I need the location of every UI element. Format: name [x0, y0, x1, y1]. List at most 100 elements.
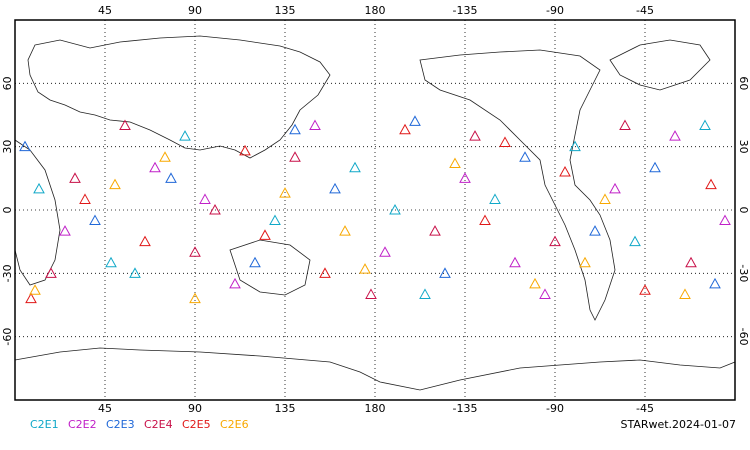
coastline — [229, 239, 311, 296]
x-tick-label: -90 — [546, 402, 564, 415]
coastline — [419, 49, 616, 321]
data-point — [109, 178, 121, 190]
data-point — [489, 193, 501, 204]
data-point — [69, 172, 81, 183]
data-point — [399, 123, 411, 135]
x-tick-label: 45 — [98, 4, 112, 17]
x-tick-label: 90 — [188, 402, 202, 415]
annotation: STARwet.2024-01-07 — [620, 418, 736, 431]
data-point — [119, 119, 131, 131]
x-tick-label: -135 — [453, 402, 478, 415]
data-point — [619, 119, 631, 131]
plot — [15, 20, 735, 400]
x-tick-label: -135 — [453, 4, 478, 17]
data-point — [679, 288, 691, 299]
data-point — [539, 288, 551, 299]
coastline — [609, 39, 711, 91]
data-point — [609, 182, 621, 194]
x-tick-label: 135 — [275, 4, 296, 17]
data-point — [19, 140, 31, 152]
data-point — [45, 267, 57, 278]
y-tick-label: 30 — [737, 140, 750, 154]
y-tick-label: -30 — [1, 264, 14, 282]
data-point — [409, 115, 421, 126]
x-tick-label: 90 — [188, 4, 202, 17]
data-point — [579, 256, 591, 268]
data-point — [249, 256, 261, 268]
coastline — [14, 347, 736, 391]
data-point — [359, 263, 371, 274]
data-point — [329, 182, 341, 194]
data-point — [199, 193, 211, 204]
data-point — [365, 288, 377, 299]
data-point — [669, 130, 681, 141]
x-tick-label: 45 — [98, 402, 112, 415]
data-point — [529, 277, 541, 289]
data-point — [105, 256, 117, 268]
legend-entry: C2E4 — [144, 418, 173, 431]
data-point — [59, 225, 71, 236]
data-point — [459, 172, 471, 183]
x-tick-label: 180 — [365, 4, 386, 17]
data-point — [289, 151, 301, 162]
data-point — [279, 187, 291, 198]
y-tick-label: -30 — [737, 264, 750, 282]
x-tick-label: 180 — [365, 402, 386, 415]
y-tick-label: 30 — [1, 140, 14, 154]
y-tick-label: 0 — [1, 207, 14, 214]
x-tick-label: -45 — [636, 4, 654, 17]
data-point — [479, 214, 491, 226]
y-tick-label: -60 — [1, 328, 14, 346]
x-tick-label: -90 — [546, 4, 564, 17]
legend-entry: C2E6 — [220, 418, 249, 431]
data-point — [509, 256, 521, 268]
data-point — [629, 235, 641, 247]
data-point — [419, 288, 431, 299]
data-point — [25, 292, 37, 304]
y-tick-label: -60 — [737, 328, 750, 346]
data-point — [719, 214, 731, 226]
y-tick-label: 0 — [737, 207, 750, 214]
y-tick-label: 60 — [737, 76, 750, 90]
data-point — [649, 161, 661, 173]
data-point — [89, 214, 101, 226]
data-point — [189, 246, 201, 257]
data-point — [29, 284, 41, 295]
coastline — [14, 139, 61, 286]
data-point — [339, 225, 351, 236]
data-point — [349, 161, 361, 173]
data-point — [569, 140, 581, 152]
data-point — [309, 119, 321, 131]
data-point — [149, 161, 161, 173]
data-point — [449, 157, 461, 169]
data-point — [189, 292, 201, 304]
data-point — [33, 182, 45, 194]
coastlines — [14, 35, 736, 391]
data-point — [389, 203, 401, 215]
data-point — [259, 229, 271, 240]
data-point — [429, 225, 441, 236]
data-point — [289, 123, 301, 135]
data-point — [705, 178, 717, 190]
data-point — [129, 267, 141, 278]
data-point — [229, 277, 241, 289]
data-point — [269, 214, 281, 226]
data-point — [139, 235, 151, 247]
data-point — [209, 203, 221, 215]
x-tick-label: 135 — [275, 402, 296, 415]
data-point — [439, 267, 451, 278]
data-point — [379, 246, 391, 257]
data-point — [159, 151, 171, 162]
data-point — [685, 256, 697, 268]
data-point — [469, 130, 481, 141]
data-point — [639, 284, 651, 295]
data-point — [599, 193, 611, 204]
data-point — [589, 225, 601, 236]
legend-entry: C2E1 — [30, 418, 59, 431]
data-point — [559, 165, 571, 177]
legend-entry: C2E3 — [106, 418, 135, 431]
legend-entry: C2E5 — [182, 418, 211, 431]
data-point — [519, 151, 531, 162]
